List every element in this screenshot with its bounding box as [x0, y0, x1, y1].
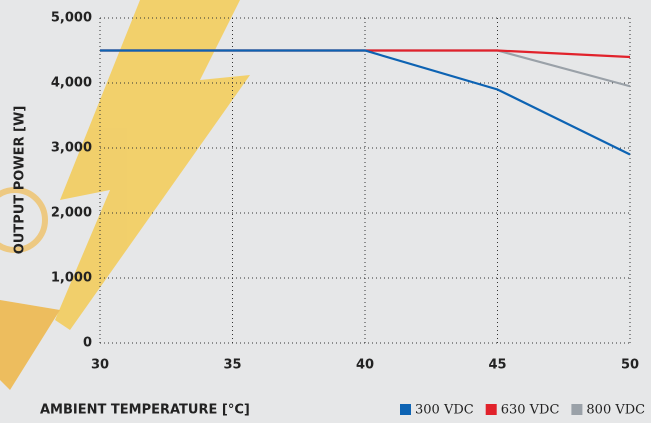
- legend-swatch: [400, 404, 411, 415]
- y-tick-label: 5,000: [51, 11, 92, 26]
- y-axis-title: OUTPUT POWER [W]: [13, 106, 28, 255]
- x-tick-label: 30: [91, 358, 109, 373]
- logo-ring: [0, 187, 48, 253]
- legend-label: 630 VDC: [501, 403, 560, 418]
- x-tick-label: 45: [488, 358, 506, 373]
- legend-swatch: [485, 404, 497, 415]
- x-axis-title: AMBIENT TEMPERATURE [°C]: [40, 403, 250, 418]
- y-tick-label: 2,000: [51, 206, 92, 221]
- y-tick-label: 4,000: [51, 76, 92, 91]
- x-tick-label: 40: [356, 358, 374, 373]
- y-tick-label: 3,000: [51, 141, 92, 156]
- y-tick-label: 0: [83, 336, 92, 351]
- arrow-tip: [0, 300, 60, 390]
- legend-label: 800 VDC: [586, 403, 645, 418]
- y-tick-label: 1,000: [51, 271, 92, 286]
- watermark: [0, 0, 250, 390]
- x-tick-label: 50: [621, 358, 639, 373]
- series-line: [100, 49, 631, 156]
- legend-label: 300 VDC: [415, 403, 474, 418]
- legend-swatch: [571, 404, 583, 415]
- x-tick-label: 35: [223, 358, 241, 373]
- bolt: [55, 0, 250, 330]
